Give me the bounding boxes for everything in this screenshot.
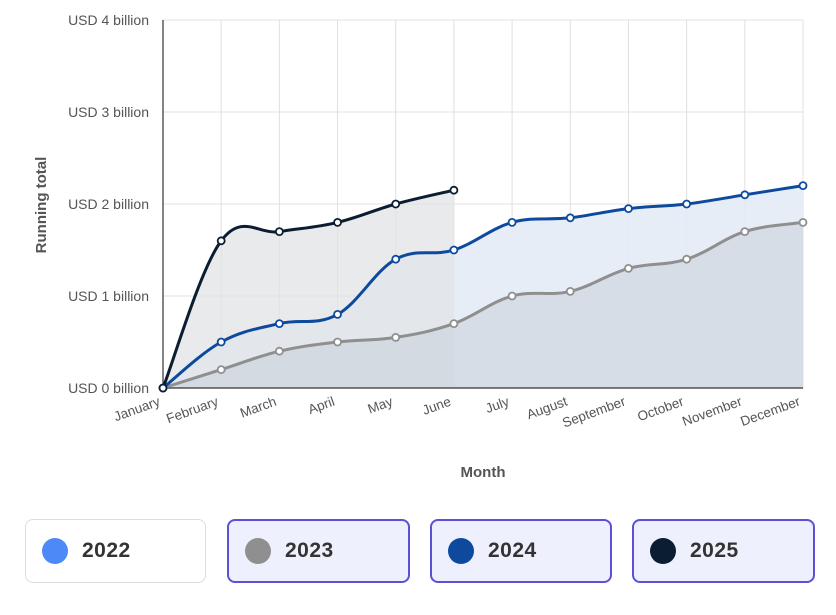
data-point-2025-may <box>391 199 401 209</box>
y-tick-label: USD 0 billion <box>68 380 149 396</box>
data-point-2024-october <box>682 199 692 209</box>
legend-label-2024: 2024 <box>488 539 537 562</box>
legend-dot-2022-icon <box>42 538 68 564</box>
x-tick-label: February <box>164 394 220 427</box>
data-point-2025-february <box>216 236 226 246</box>
data-point-2025-march <box>274 227 284 237</box>
data-point-2023-july <box>507 291 517 301</box>
data-point-2024-july <box>507 217 517 227</box>
data-point-2023-september <box>624 263 633 273</box>
data-point-2024-may <box>391 254 401 264</box>
x-tick-label: October <box>635 394 686 425</box>
data-point-2024-december <box>798 181 808 191</box>
x-tick-label: January <box>112 394 162 425</box>
y-tick-label: USD 4 billion <box>68 12 149 28</box>
legend-item-2023[interactable]: 2023 <box>227 519 410 583</box>
y-tick-label: USD 3 billion <box>68 104 149 120</box>
legend-label-2022: 2022 <box>82 539 131 562</box>
data-point-2024-march <box>274 319 284 329</box>
data-point-2023-march <box>274 346 284 356</box>
data-point-2024-april <box>333 309 342 319</box>
legend-label-2023: 2023 <box>285 539 334 562</box>
x-tick-label: December <box>738 394 802 430</box>
x-tick-label: November <box>680 394 744 430</box>
chart-area: USD 0 billion USD 1 billion USD 2 billion U… <box>33 12 808 481</box>
data-point-2023-november <box>740 227 750 237</box>
data-point-2024-february <box>216 337 226 347</box>
data-point-2024-june <box>449 245 459 255</box>
data-point-2023-october <box>682 254 692 264</box>
running-total-chart: USD 0 billion USD 1 billion USD 2 billion U… <box>33 12 808 481</box>
data-point-2023-june <box>449 319 459 329</box>
data-point-2024-november <box>740 190 750 200</box>
legend-dot-2023-icon <box>245 538 271 564</box>
x-tick-label: July <box>483 394 511 416</box>
x-axis-title: Month <box>461 464 506 481</box>
data-point-2025-april <box>333 217 342 227</box>
data-point-2023-february <box>216 365 226 375</box>
legend-item-2022[interactable]: 2022 <box>25 519 206 583</box>
legend-dot-2024-icon <box>448 538 474 564</box>
y-tick-label: USD 2 billion <box>68 196 149 212</box>
data-point-2024-september <box>624 204 633 214</box>
x-tick-label: April <box>306 394 337 417</box>
data-point-2023-august <box>565 286 575 296</box>
area-2023 <box>163 222 803 388</box>
legend-dot-2025-icon <box>650 538 676 564</box>
data-point-2025-june <box>449 185 459 195</box>
x-tick-label: March <box>238 394 278 421</box>
legend-item-2025[interactable]: 2025 <box>632 519 815 583</box>
data-point-2025-january <box>158 383 168 393</box>
y-axis-title: Running total <box>33 157 50 254</box>
legend-item-2024[interactable]: 2024 <box>430 519 612 583</box>
x-tick-label: May <box>366 394 395 417</box>
data-point-2023-may <box>391 332 401 342</box>
data-point-2024-august <box>565 213 575 223</box>
x-tick-label: September <box>560 394 628 431</box>
data-point-2023-december <box>798 217 808 227</box>
x-tick-label: June <box>420 394 453 418</box>
legend-label-2025: 2025 <box>690 539 739 562</box>
y-tick-label: USD 1 billion <box>68 288 149 304</box>
data-point-2023-april <box>333 337 342 347</box>
